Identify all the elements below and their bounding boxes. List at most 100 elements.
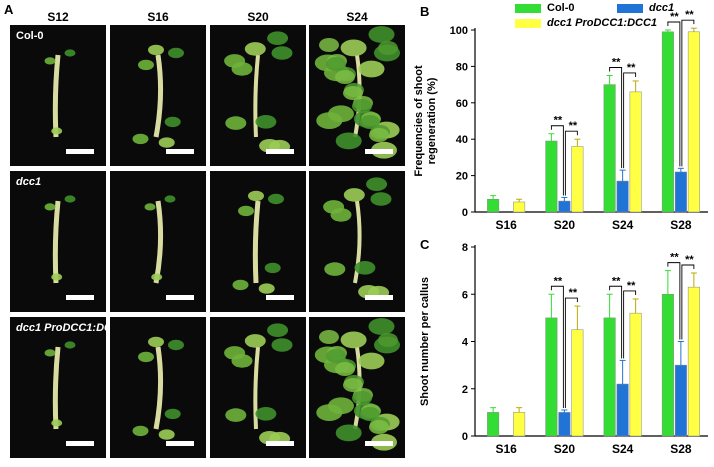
chart-c-bar [558, 412, 571, 437]
chart-c-sig-label: ** [685, 254, 694, 266]
legend-item-complement: dcc1 ProDCC1:DCC1 [515, 17, 657, 29]
panel-a-letter: A [4, 2, 14, 17]
chart-b-category-label: S28 [670, 218, 692, 232]
chart-c-bar [687, 286, 700, 437]
chart-c-sig-bracket [564, 297, 578, 409]
scale-bar [66, 149, 94, 154]
chart-c-category-label: S28 [670, 442, 692, 456]
chart-b-sig-bracket [667, 21, 681, 167]
chart-b-bar [545, 140, 558, 213]
scale-bar [66, 441, 94, 446]
chart-b-sig-label: ** [627, 62, 636, 74]
chart-c-sig-bracket [667, 262, 681, 340]
column-header-2: S16 [147, 10, 169, 24]
chart-b-sig-bracket [609, 67, 623, 169]
chart-b-sig-bracket [564, 130, 578, 196]
chart-c-y-tick-label: 6 [462, 289, 468, 301]
chart-b-category-label: S20 [554, 218, 576, 232]
chart-c-y-tick-label: 8 [462, 242, 468, 254]
legend: Col-0 dcc1 dcc1 ProDCC1:DCC1 [515, 2, 714, 32]
legend-swatch-col0 [515, 3, 541, 13]
chart-c-bar [661, 294, 674, 437]
chart-b-sig-label: ** [569, 120, 578, 132]
chart-c-sig-label: ** [554, 275, 563, 287]
legend-label-col0: Col-0 [547, 2, 575, 14]
plant-drawing [232, 190, 284, 294]
chart-b-bar [513, 201, 526, 213]
chart-b-bar [558, 200, 571, 213]
chart-c-bar [603, 317, 616, 437]
column-header-4: S24 [346, 10, 368, 24]
chart-c-sig-bracket [609, 285, 623, 359]
chart-b-y-tick-label: 100 [450, 25, 468, 37]
chart-c-bar [513, 412, 526, 437]
chart-c-bar [629, 312, 642, 437]
photo-r2-c2 [110, 171, 206, 312]
plant-drawing [314, 26, 400, 159]
legend-item-col0: Col-0 [515, 2, 575, 14]
chart-c-y-tick-label: 0 [462, 431, 468, 443]
plant-drawing [224, 31, 293, 154]
photo-r1-c4 [309, 25, 405, 166]
photo-r1-c2 [110, 25, 206, 166]
column-header-3: S20 [247, 10, 269, 24]
chart-c-sig-label: ** [569, 287, 578, 299]
photo-r3-c2 [110, 317, 206, 458]
legend-label-complement: dcc1 ProDCC1:DCC1 [547, 17, 658, 29]
chart-c-bar [616, 383, 629, 437]
photo-r1-c3 [210, 25, 306, 166]
chart-b-category-label: S24 [612, 218, 634, 232]
chart-b-bar [687, 31, 700, 213]
chart-c-category-label: S24 [612, 442, 634, 456]
chart-c-sig-bracket [550, 285, 564, 409]
chart-c-y-tick-label: 2 [462, 384, 468, 396]
chart-b-bar [603, 84, 616, 213]
chart-b-bar [616, 180, 629, 213]
chart-b-y-tick-label: 60 [456, 98, 468, 110]
chart-b-bar [571, 146, 584, 213]
scale-bar [166, 441, 194, 446]
chart-c-sig-bracket [681, 264, 695, 340]
chart-c-sig-label: ** [670, 252, 679, 264]
chart-b-y-tick-label: 20 [456, 171, 468, 183]
scale-bar [266, 295, 294, 300]
scale-bar [365, 149, 393, 154]
photo-r2-c1: dcc1 [10, 171, 106, 312]
chart-b-sig-bracket [681, 19, 695, 167]
plant-drawing [132, 44, 184, 148]
row-label-2: dcc1 [16, 176, 42, 188]
plant-drawing [44, 341, 76, 430]
chart-b-sig-label: ** [685, 9, 694, 21]
chart-c-bar [545, 317, 558, 437]
photo-r3-c3 [210, 317, 306, 458]
chart-b-sig-bracket [550, 125, 564, 196]
chart-b-sig-label: ** [612, 57, 621, 69]
panel-c-letter: C [420, 237, 430, 252]
photo-r2-c3 [210, 171, 306, 312]
chart-b-bar [487, 199, 500, 213]
chart-c-sig-bracket [623, 290, 637, 359]
chart-b-bar [629, 91, 642, 213]
plant-drawing [132, 336, 184, 440]
plant-drawing [44, 49, 76, 138]
chart-b-y-tick-label: 0 [462, 207, 468, 219]
chart-c-bar [674, 364, 687, 437]
plant-drawing [144, 195, 176, 284]
chart-c-category-label: S20 [554, 442, 576, 456]
chart-b-y-tick-label: 80 [456, 61, 468, 73]
chart-b-sig-label: ** [554, 115, 563, 127]
chart-c-sig-label: ** [627, 280, 636, 292]
scale-bar [365, 295, 393, 300]
legend-swatch-complement [515, 18, 541, 28]
photo-r2-c4 [309, 171, 405, 312]
row-label-1: Col-0 [16, 30, 44, 42]
scale-bar [166, 295, 194, 300]
row-label-3: dcc1 ProDCC1:DCC1 [16, 322, 106, 334]
chart-b-y-label: Frequencies of shootregeneration (%) [413, 65, 438, 177]
chart-b-category-label: S16 [495, 218, 517, 232]
scale-bar [66, 295, 94, 300]
legend-swatch-dcc1 [617, 3, 643, 13]
chart-c-category-label: S16 [495, 442, 517, 456]
chart-c-y-tick-label: 4 [462, 337, 469, 349]
